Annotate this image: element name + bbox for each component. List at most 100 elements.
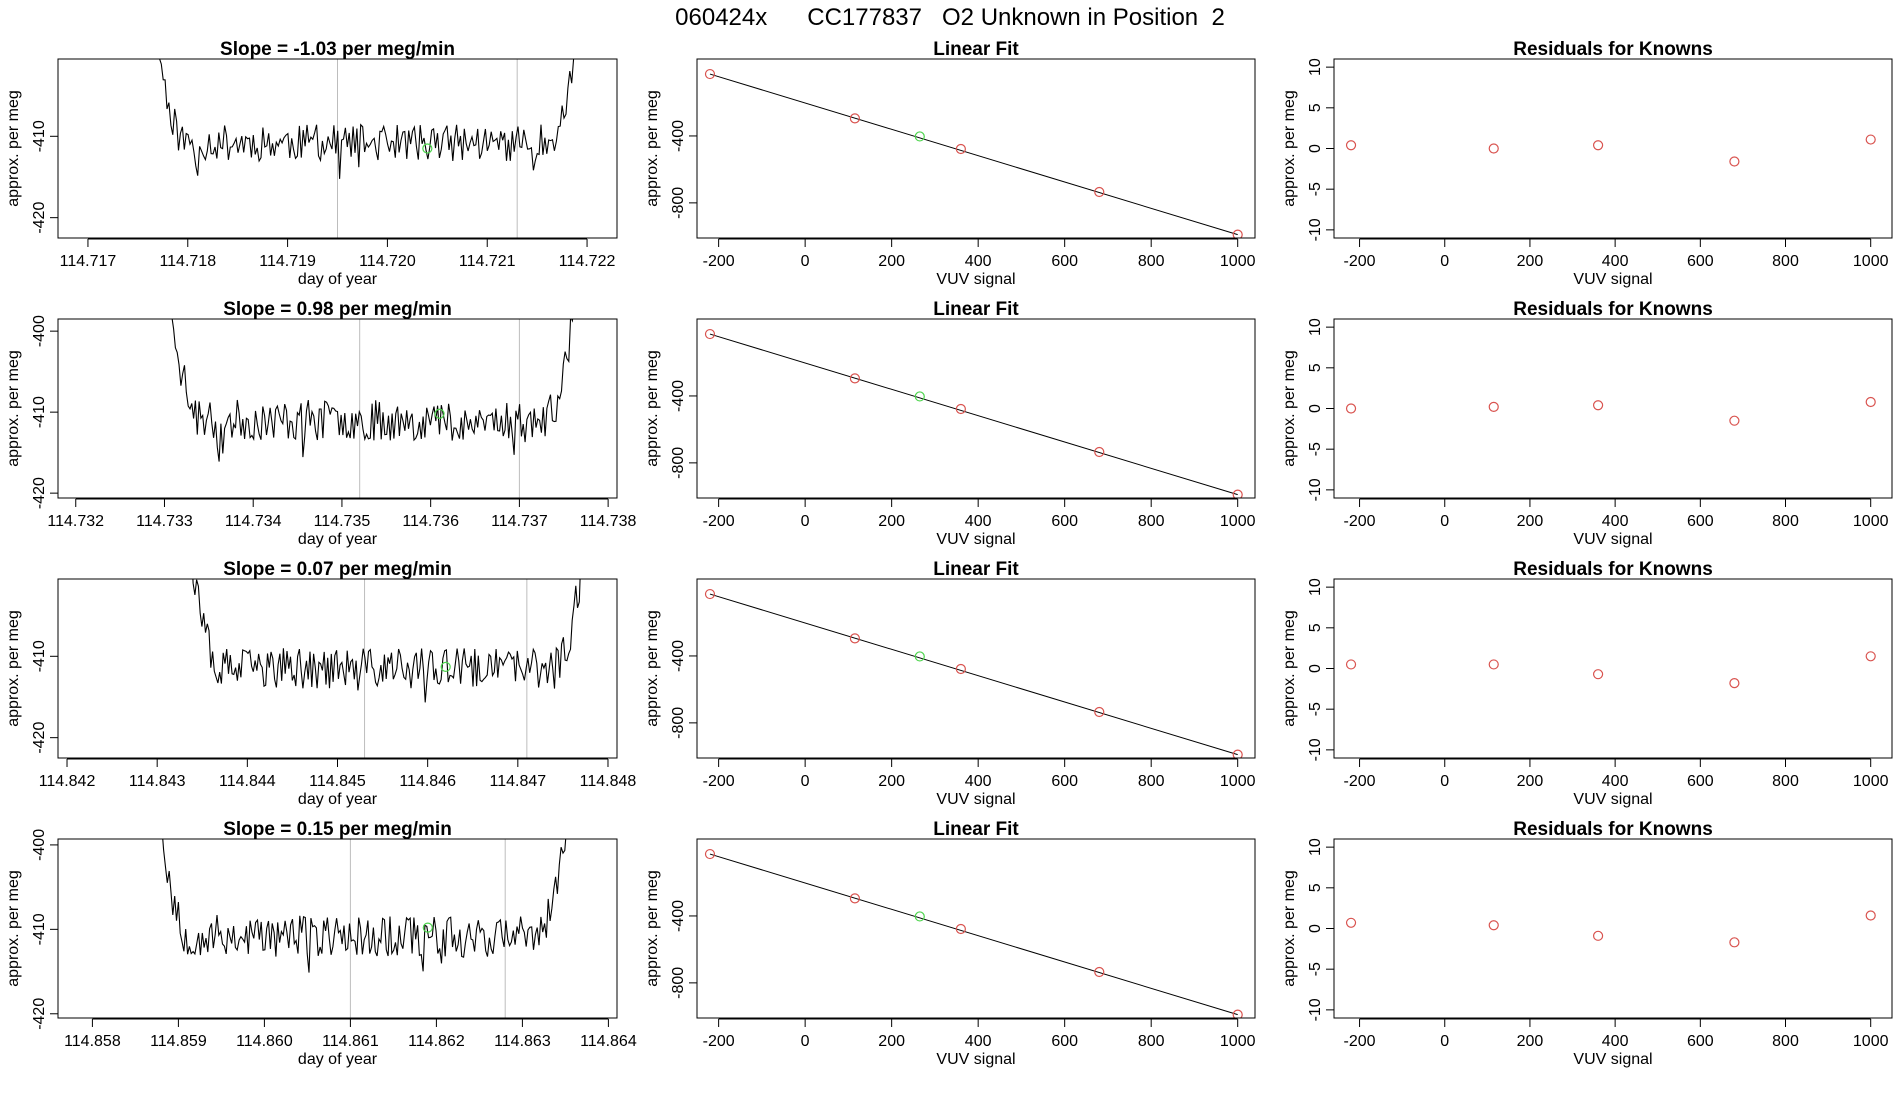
y-tick-label: -400 — [670, 120, 687, 152]
residual-point — [1345, 140, 1357, 151]
x-tick-label: 600 — [1051, 513, 1078, 530]
y-tick-label: -400 — [670, 380, 687, 412]
y-axis-label: approx. per meg — [644, 90, 661, 207]
residual-point — [1865, 651, 1876, 662]
y-tick-label: 5 — [1307, 363, 1324, 372]
y-axis-label: approx. per meg — [644, 610, 661, 727]
known-point — [955, 143, 966, 155]
x-tick-label: 114.720 — [359, 253, 416, 270]
plot-frame — [57, 318, 618, 499]
x-tick-label: 600 — [1687, 253, 1714, 270]
plot-frame — [696, 318, 1256, 499]
y-axis-label: approx. per meg — [5, 870, 22, 987]
residual-point — [1345, 917, 1357, 928]
known-point — [704, 588, 716, 600]
unknown-marker — [422, 922, 433, 933]
series-line — [159, 59, 575, 179]
y-tick-label: 5 — [1307, 103, 1324, 112]
residual-point — [1729, 156, 1740, 167]
y-tick-label: -10 — [1307, 478, 1324, 501]
known-point — [1094, 186, 1105, 198]
panel-1-0: Slope = 0.98 per meg/min 114.732 114.733 11… — [5, 299, 637, 548]
x-tick-label: 114.863 — [494, 1033, 551, 1050]
panel-2-0: Slope = 0.07 per meg/min 114.842 114.843 11… — [5, 559, 637, 808]
y-tick-label: -5 — [1307, 702, 1324, 716]
x-axis-label: VUV signal — [936, 271, 1015, 288]
x-tick-label: 114.860 — [236, 1033, 293, 1050]
x-tick-label: 200 — [1517, 773, 1544, 790]
known-point — [1094, 446, 1105, 458]
plot-frame — [696, 838, 1256, 1019]
y-tick-label: -800 — [670, 187, 687, 219]
y-tick-label: 5 — [1307, 623, 1324, 632]
residual-point — [1865, 910, 1876, 921]
known-point — [1094, 706, 1105, 718]
y-tick-label: -10 — [1307, 218, 1324, 241]
residual-point — [1592, 930, 1604, 941]
plot-frame — [57, 58, 618, 239]
panel-title: Slope = 0.98 per meg/min — [223, 299, 452, 320]
known-point — [955, 663, 966, 675]
residual-point — [1488, 143, 1499, 154]
residual-point — [1729, 678, 1740, 689]
panel-title: Linear Fit — [933, 39, 1019, 60]
panel-0-0: Slope = -1.03 per meg/min 114.717 114.718 1… — [5, 39, 618, 288]
x-tick-label: 114.738 — [580, 513, 637, 530]
known-point — [704, 848, 716, 860]
x-tick-label: 400 — [965, 513, 992, 530]
y-tick-label: -400 — [670, 900, 687, 932]
x-tick-label: 400 — [965, 1033, 992, 1050]
x-tick-label: -200 — [703, 1033, 735, 1050]
x-tick-label: 114.732 — [47, 513, 104, 530]
x-tick-label: 114.717 — [60, 253, 117, 270]
y-axis-label: approx. per meg — [1281, 350, 1298, 467]
series-line — [171, 319, 574, 462]
plot-frame — [696, 578, 1256, 759]
plot-frame — [1333, 58, 1893, 239]
series-line — [162, 839, 567, 973]
panel-1-2: Residuals for Knowns-200 0 200 400 600 800 100… — [1281, 299, 1893, 548]
y-tick-label: 0 — [1307, 144, 1324, 153]
plot-frame — [1333, 578, 1893, 759]
x-tick-label: 600 — [1687, 513, 1714, 530]
known-point — [1232, 229, 1243, 238]
y-tick-label: -420 — [31, 722, 48, 754]
x-tick-label: 114.848 — [580, 773, 637, 790]
x-tick-label: 114.718 — [159, 253, 216, 270]
panel-title: Linear Fit — [933, 299, 1019, 320]
unknown-marker — [434, 408, 445, 419]
fit-line — [709, 73, 1238, 236]
x-tick-label: 114.737 — [491, 513, 548, 530]
x-axis-label: day of year — [298, 791, 378, 808]
y-tick-label: -10 — [1307, 998, 1324, 1021]
x-tick-label: 114.844 — [219, 773, 276, 790]
x-tick-label: -200 — [1344, 513, 1376, 530]
x-tick-label: 114.862 — [408, 1033, 465, 1050]
x-axis-label: VUV signal — [936, 791, 1015, 808]
panel-title: Residuals for Knowns — [1513, 39, 1713, 60]
x-tick-label: 600 — [1051, 253, 1078, 270]
known-point — [704, 328, 716, 340]
panel-2-2: Residuals for Knowns-200 0 200 400 600 800 100… — [1281, 559, 1893, 808]
x-axis-label: day of year — [298, 1051, 378, 1068]
residual-point — [1729, 415, 1740, 426]
series-line — [192, 579, 581, 703]
y-tick-label: -400 — [31, 829, 48, 861]
x-tick-label: 1000 — [1853, 773, 1889, 790]
y-axis-label: approx. per meg — [644, 350, 661, 467]
x-tick-label: 200 — [1517, 253, 1544, 270]
x-tick-label: 400 — [1602, 1033, 1629, 1050]
unknown-marker — [422, 143, 433, 154]
x-axis-label: VUV signal — [936, 531, 1015, 548]
panel-title: Slope = 0.07 per meg/min — [223, 559, 452, 580]
panel-title: Residuals for Knowns — [1513, 299, 1713, 320]
plot-area — [1345, 910, 1876, 948]
fit-line — [709, 853, 1238, 1016]
x-tick-label: 600 — [1051, 1033, 1078, 1050]
x-tick-label: 400 — [1602, 253, 1629, 270]
x-tick-label: 114.722 — [559, 253, 616, 270]
y-tick-label: -800 — [670, 447, 687, 479]
panel-title: Linear Fit — [933, 559, 1019, 580]
x-tick-label: 200 — [1517, 513, 1544, 530]
y-axis-label: approx. per meg — [5, 90, 22, 207]
